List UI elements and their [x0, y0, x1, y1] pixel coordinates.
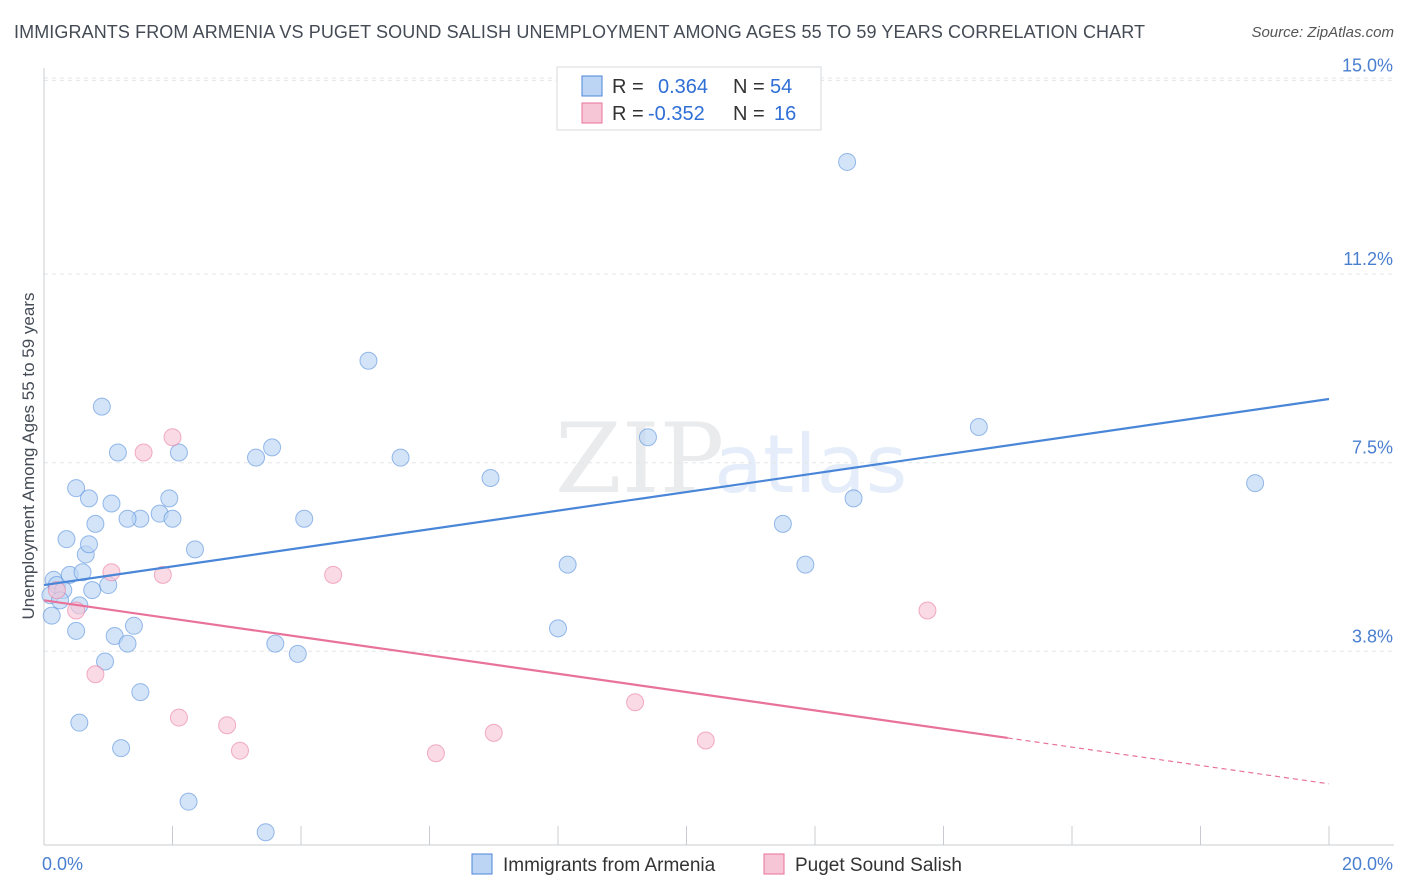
point-armenia	[112, 739, 131, 758]
point-armenia	[79, 535, 98, 554]
x-tick-label-min: 0.0%	[42, 854, 83, 874]
point-armenia	[92, 397, 111, 416]
y-tick-label: 11.2%	[1343, 249, 1393, 269]
point-armenia	[42, 606, 61, 625]
point-armenia	[79, 489, 98, 508]
point-armenia	[86, 514, 105, 533]
legend-n-label-pink: N =	[733, 103, 765, 125]
point-salish	[426, 744, 445, 763]
point-salish	[86, 665, 105, 684]
point-armenia	[391, 448, 410, 467]
watermark-zip: ZIP	[555, 403, 724, 515]
point-armenia	[83, 581, 102, 600]
point-salish	[484, 723, 503, 742]
point-armenia	[96, 652, 115, 671]
point-armenia	[796, 555, 815, 574]
point-armenia	[247, 448, 266, 467]
point-armenia	[263, 438, 282, 457]
point-armenia	[102, 494, 121, 513]
point-armenia	[67, 621, 86, 640]
point-armenia	[295, 509, 314, 528]
bottom-legend: Immigrants from Armenia Puget Sound Sali…	[471, 853, 962, 876]
legend-r-label-pink: R =	[612, 103, 644, 125]
point-salish	[102, 563, 121, 582]
point-salish	[230, 741, 249, 760]
y-tick-label: 15.0%	[1342, 55, 1393, 75]
legend-r-value-pink: -0.352	[648, 103, 705, 125]
point-armenia	[118, 509, 137, 528]
y-tick-label: 3.8%	[1352, 626, 1393, 646]
trend-line-salish	[43, 599, 1008, 740]
trend-line-armenia	[43, 397, 1330, 587]
point-armenia	[131, 683, 150, 702]
point-armenia	[844, 489, 863, 508]
point-armenia	[108, 443, 127, 462]
point-armenia	[266, 634, 285, 653]
point-armenia	[558, 555, 577, 574]
legend-n-value-pink: 16	[774, 103, 796, 125]
point-salish	[324, 565, 343, 584]
point-armenia	[288, 644, 307, 663]
point-armenia	[160, 489, 179, 508]
source-credit: Source: ZipAtlas.com	[1251, 24, 1394, 41]
bottom-legend-label-pink: Puget Sound Salish	[795, 855, 962, 876]
chart-title: IMMIGRANTS FROM ARMENIA VS PUGET SOUND S…	[14, 22, 1146, 42]
y-tick-labels: 3.8% 7.5% 11.2% 15.0%	[1342, 55, 1393, 646]
bottom-legend-swatch-pink	[763, 853, 785, 875]
legend-box: R = 0.364 N = 54 R = -0.352 N = 16	[556, 66, 822, 131]
point-armenia	[67, 479, 86, 498]
legend-swatch-pink	[581, 102, 603, 124]
point-salish	[163, 428, 182, 447]
point-armenia	[57, 530, 76, 549]
point-armenia	[638, 428, 657, 447]
point-armenia	[70, 713, 89, 732]
point-salish	[918, 601, 937, 620]
point-armenia	[969, 418, 988, 437]
point-salish	[169, 708, 188, 727]
point-salish	[153, 565, 172, 584]
series-puget-sound-salish	[47, 428, 937, 763]
point-armenia	[118, 634, 137, 653]
point-salish	[626, 693, 645, 712]
point-armenia	[773, 514, 792, 533]
legend-r-label-blue: R =	[612, 76, 644, 98]
x-tick-label-max: 20.0%	[1342, 854, 1393, 874]
point-armenia	[179, 792, 198, 811]
point-armenia	[359, 351, 378, 370]
point-salish	[696, 731, 715, 750]
point-armenia	[481, 468, 500, 487]
bottom-legend-label-blue: Immigrants from Armenia	[503, 855, 716, 876]
x-tick-labels: 0.0% 20.0%	[42, 854, 1393, 874]
point-armenia	[169, 443, 188, 462]
point-salish	[218, 716, 237, 735]
point-salish	[47, 581, 66, 600]
trend-line-salish-extension	[1007, 737, 1330, 785]
point-salish	[134, 443, 153, 462]
axes	[43, 68, 1394, 846]
point-armenia	[549, 619, 567, 638]
point-armenia	[163, 509, 182, 528]
legend-r-value-blue: 0.364	[658, 76, 708, 98]
bottom-legend-swatch-blue	[471, 853, 493, 875]
trend-lines	[43, 397, 1330, 785]
point-armenia	[1246, 474, 1265, 493]
point-armenia	[73, 563, 92, 582]
y-tick-label: 7.5%	[1352, 438, 1393, 458]
legend-swatch-blue	[581, 75, 603, 97]
point-armenia	[838, 152, 857, 171]
legend-n-value-blue: 54	[770, 76, 792, 98]
point-armenia	[256, 823, 275, 842]
point-armenia	[124, 616, 143, 635]
y-axis-label: Unemployment Among Ages 55 to 59 years	[19, 293, 38, 620]
grid-lines	[44, 77, 1394, 652]
series-immigrants-from-armenia	[41, 152, 1265, 842]
legend-n-label-blue: N =	[733, 76, 765, 98]
point-armenia	[185, 540, 204, 559]
